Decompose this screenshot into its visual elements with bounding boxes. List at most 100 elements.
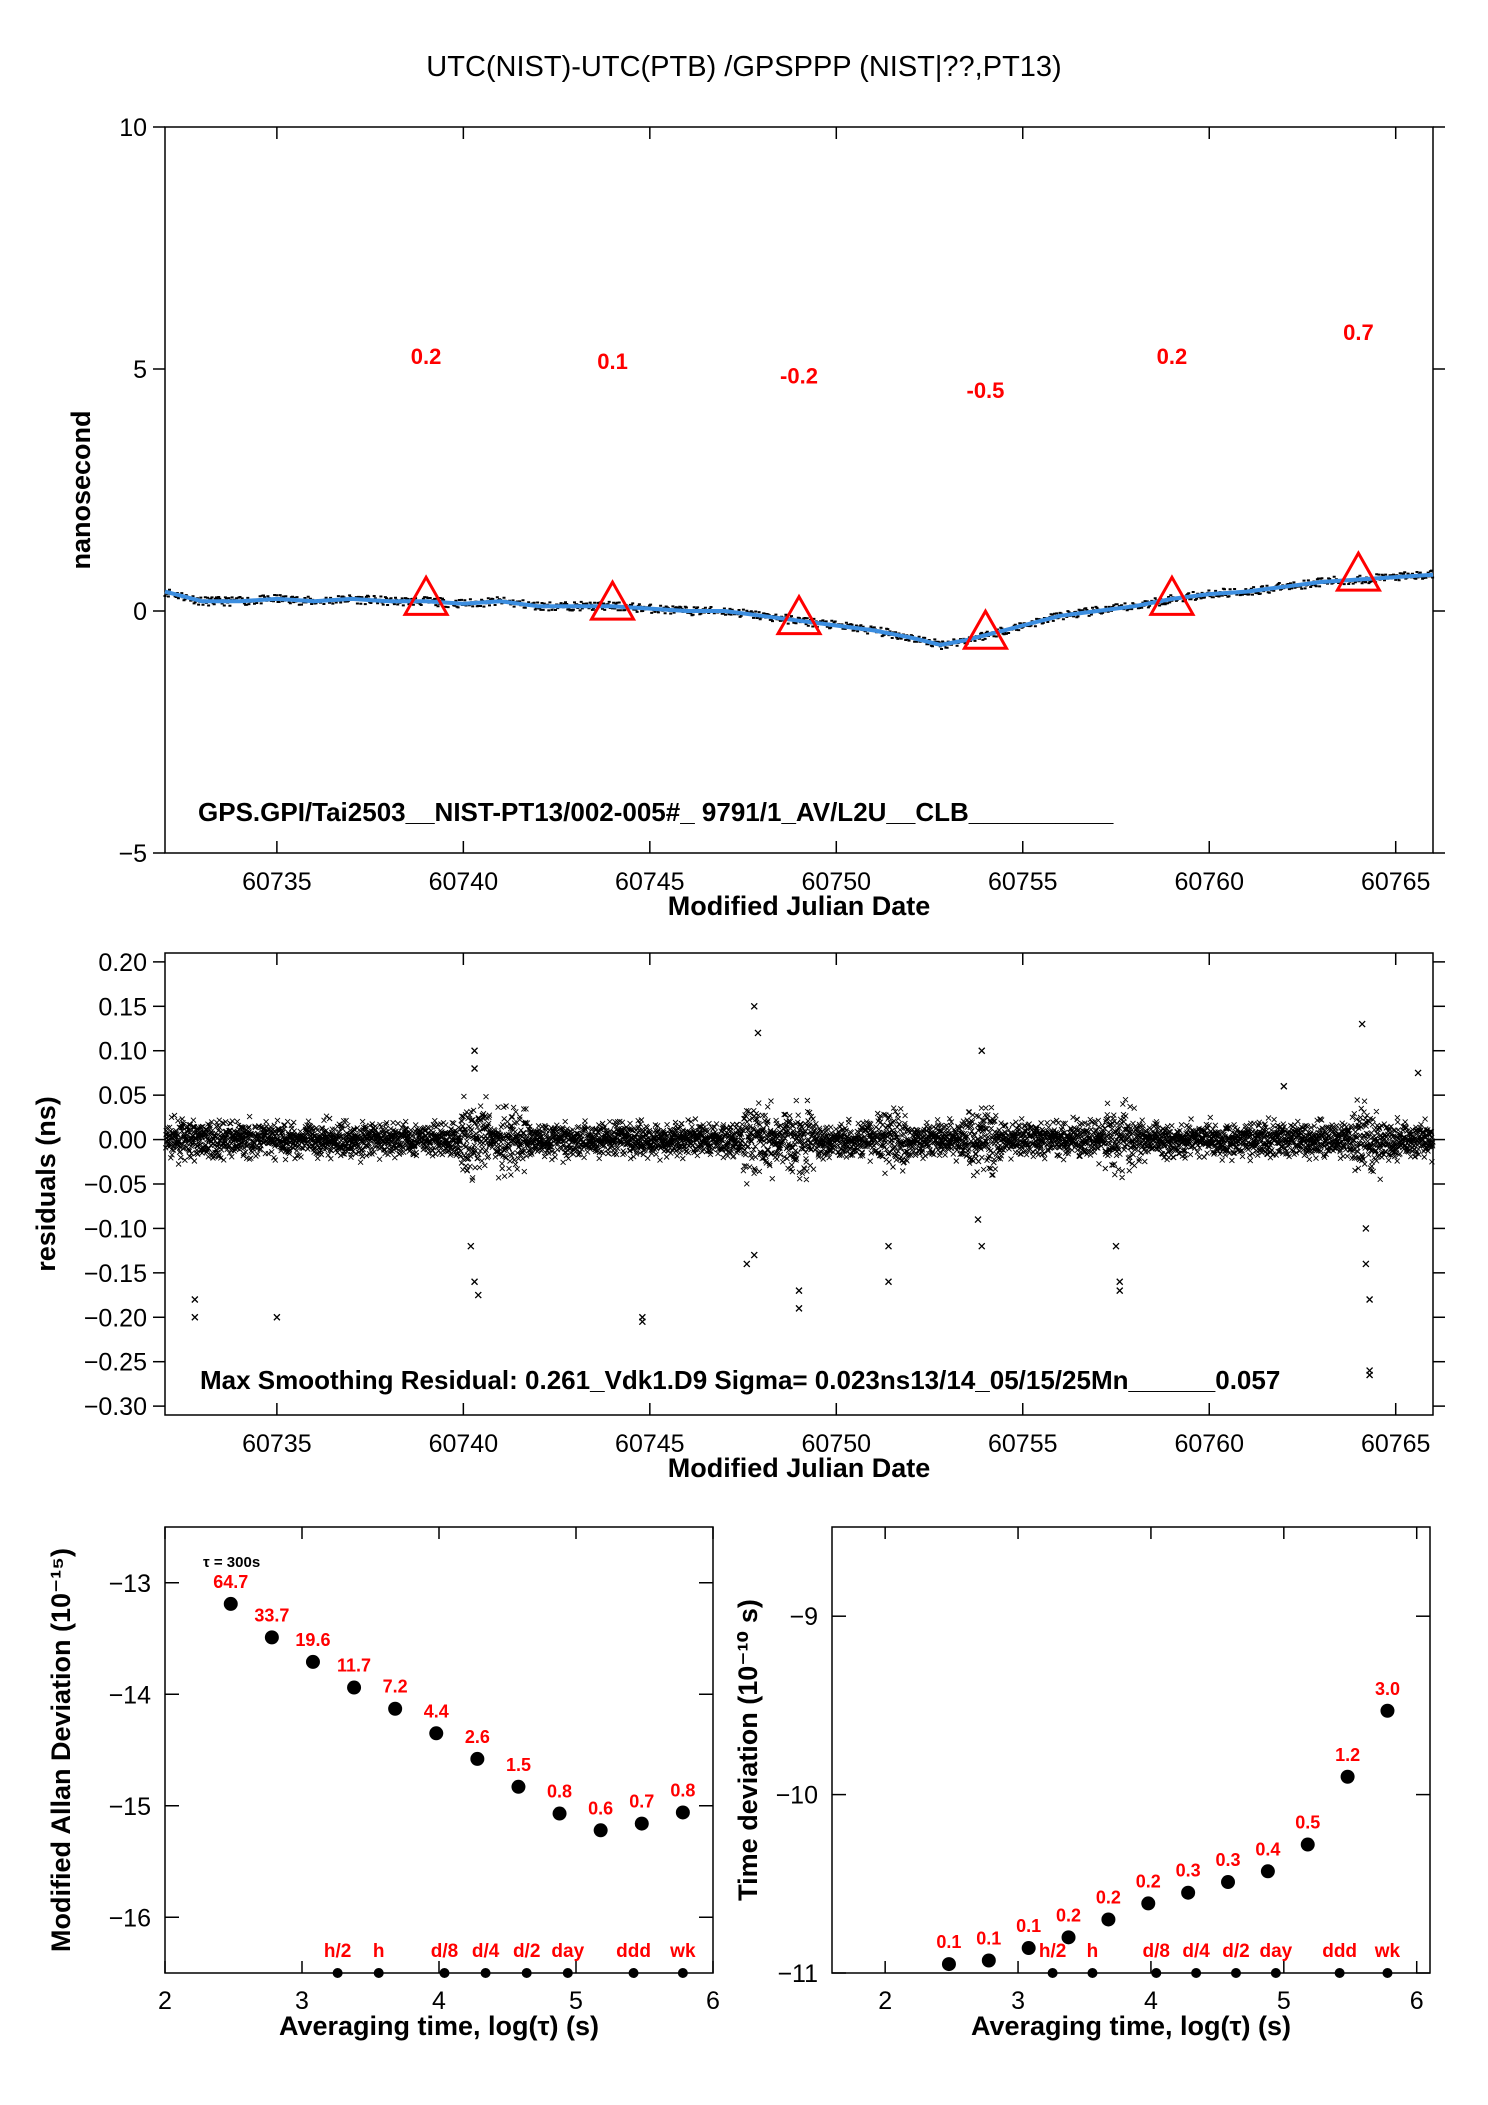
time-mark-dot — [521, 1968, 532, 1978]
time-mark-label: ddd — [616, 1941, 651, 1962]
y-tick-label: 0.10 — [98, 1038, 147, 1066]
time-mark-label: day — [1259, 1941, 1292, 1962]
x-tick-label: 60750 — [802, 1430, 872, 1458]
plot-frame — [164, 126, 1434, 854]
point-value-label: 0.2 — [1056, 1905, 1081, 1925]
point-value-label: 64.7 — [213, 1572, 248, 1592]
point-value-label: 7.2 — [383, 1677, 408, 1697]
triangle-marker — [775, 593, 823, 636]
y-tick-label: −0.30 — [84, 1393, 147, 1421]
y-axis-label: Time deviation (10⁻¹⁰ s) — [733, 1599, 763, 1901]
time-mark-dot — [1191, 1968, 1202, 1978]
y-tick-label: 5 — [133, 356, 147, 384]
deviation-point — [305, 1654, 320, 1669]
panel-allan-deviation: 2 3 4 5 6 −13 −14 −15 −16 Modified Allan Deviatio… — [46, 1526, 720, 2041]
x-tick-label: 3 — [1011, 1987, 1025, 2015]
x-tick-label: 6 — [706, 1987, 720, 2015]
point-value-label: 0.3 — [1176, 1861, 1201, 1881]
y-tick-label: 0.00 — [98, 1127, 147, 1155]
panel-time-deviation: 2 3 4 5 6 −9 −10 −11 Time deviation (10⁻¹⁰ s) Ave… — [733, 1526, 1431, 2041]
deviation-point — [470, 1751, 485, 1766]
deviation-point — [388, 1701, 403, 1716]
triangle-marker — [588, 579, 637, 621]
y-tick-label: −0.25 — [84, 1349, 147, 1377]
point-value-label: 0.2 — [1096, 1887, 1121, 1907]
time-mark-label: d/8 — [431, 1941, 458, 1962]
time-mark-label: wk — [1374, 1941, 1401, 1962]
time-mark-label: d/8 — [1143, 1941, 1170, 1962]
point-value-label: 0.5 — [1295, 1813, 1320, 1833]
x-axis-label: Modified Julian Date — [668, 1453, 931, 1483]
x-tick-label: 60755 — [988, 868, 1058, 896]
time-mark-dot — [332, 1968, 343, 1978]
y-tick-label: 0.15 — [98, 993, 147, 1021]
time-mark-dot — [677, 1968, 688, 1978]
x-tick-label: 60765 — [1361, 868, 1431, 896]
point-value-label: 0.6 — [588, 1798, 613, 1818]
deviation-point — [981, 1953, 996, 1968]
time-mark-dot — [480, 1968, 491, 1978]
time-mark-dot — [628, 1968, 639, 1978]
deviation-point — [223, 1596, 238, 1611]
deviation-point — [1141, 1896, 1156, 1911]
x-tick-label: 2 — [878, 1987, 892, 2015]
time-mark-dot — [1087, 1968, 1098, 1978]
x-tick-label: 60740 — [429, 868, 499, 896]
x-axis-label: Modified Julian Date — [668, 891, 931, 921]
point-value-label: 0.2 — [1136, 1871, 1161, 1891]
x-tick-label: 60765 — [1361, 1430, 1431, 1458]
chart-title: UTC(NIST)-UTC(PTB) /GPSPPP (NIST|??,PT13… — [426, 51, 1061, 83]
y-tick-label: −13 — [109, 1570, 151, 1598]
x-tick-label: 60750 — [802, 868, 872, 896]
triangle-marker — [1148, 574, 1196, 616]
y-tick-label: −0.05 — [84, 1171, 147, 1199]
deviation-point — [1101, 1912, 1116, 1927]
point-value-label: 0.8 — [547, 1782, 572, 1802]
y-tick-label: −16 — [109, 1904, 151, 1932]
time-mark-label: d/4 — [472, 1941, 500, 1962]
plot-frame — [164, 952, 1434, 1416]
marker-value-label: 0.1 — [597, 349, 628, 374]
residual-points — [162, 1093, 1436, 1187]
time-mark-label: d/4 — [1182, 1941, 1210, 1962]
point-value-label: 0.1 — [976, 1929, 1001, 1949]
y-tick-label: −9 — [789, 1603, 818, 1631]
point-value-label: 1.2 — [1335, 1745, 1360, 1765]
point-value-label: 33.7 — [254, 1605, 289, 1625]
deviation-point — [552, 1806, 567, 1821]
time-mark-dot — [1334, 1968, 1345, 1978]
y-tick-label: −11 — [777, 1960, 818, 1988]
deviation-point — [1260, 1864, 1275, 1879]
point-value-label: 0.8 — [670, 1780, 695, 1800]
y-axis-label: Modified Allan Deviation (10⁻¹⁵) — [46, 1548, 76, 1952]
point-value-label: 3.0 — [1375, 1679, 1400, 1699]
y-axis-label: residuals (ns) — [31, 1096, 61, 1272]
marker-value-label: -0.2 — [780, 364, 818, 389]
time-mark-dot — [1047, 1968, 1058, 1978]
x-tick-label: 2 — [158, 1987, 172, 2015]
x-tick-label: 60760 — [1174, 868, 1244, 896]
time-mark-label: ddd — [1322, 1941, 1357, 1962]
x-axis-label: Averaging time, log(τ) (s) — [279, 2011, 599, 2041]
plot-frame — [831, 1526, 1431, 1974]
time-mark-dot — [373, 1968, 384, 1978]
residual-annotation: Max Smoothing Residual: 0.261_Vdk1.D9 Si… — [200, 1365, 1280, 1395]
point-value-label: 0.1 — [936, 1932, 961, 1952]
point-value-label: 0.3 — [1215, 1850, 1240, 1870]
y-tick-label: −10 — [776, 1782, 818, 1810]
y-tick-label: −15 — [109, 1793, 151, 1821]
y-tick-label: 0 — [133, 598, 147, 626]
point-value-label: 0.7 — [629, 1792, 654, 1812]
deviation-point — [593, 1823, 608, 1838]
x-tick-label: 60735 — [242, 1430, 312, 1458]
y-tick-label: −0.20 — [84, 1304, 147, 1332]
point-value-label: 19.6 — [295, 1630, 330, 1650]
y-axis-label: nanosecond — [66, 410, 96, 569]
y-tick-label: 0.20 — [98, 949, 147, 977]
deviation-point — [1380, 1703, 1395, 1718]
deviation-point — [347, 1680, 362, 1695]
time-mark-label: h/2 — [324, 1941, 351, 1962]
y-tick-label: 10 — [119, 114, 147, 142]
x-tick-label: 60755 — [988, 1430, 1058, 1458]
